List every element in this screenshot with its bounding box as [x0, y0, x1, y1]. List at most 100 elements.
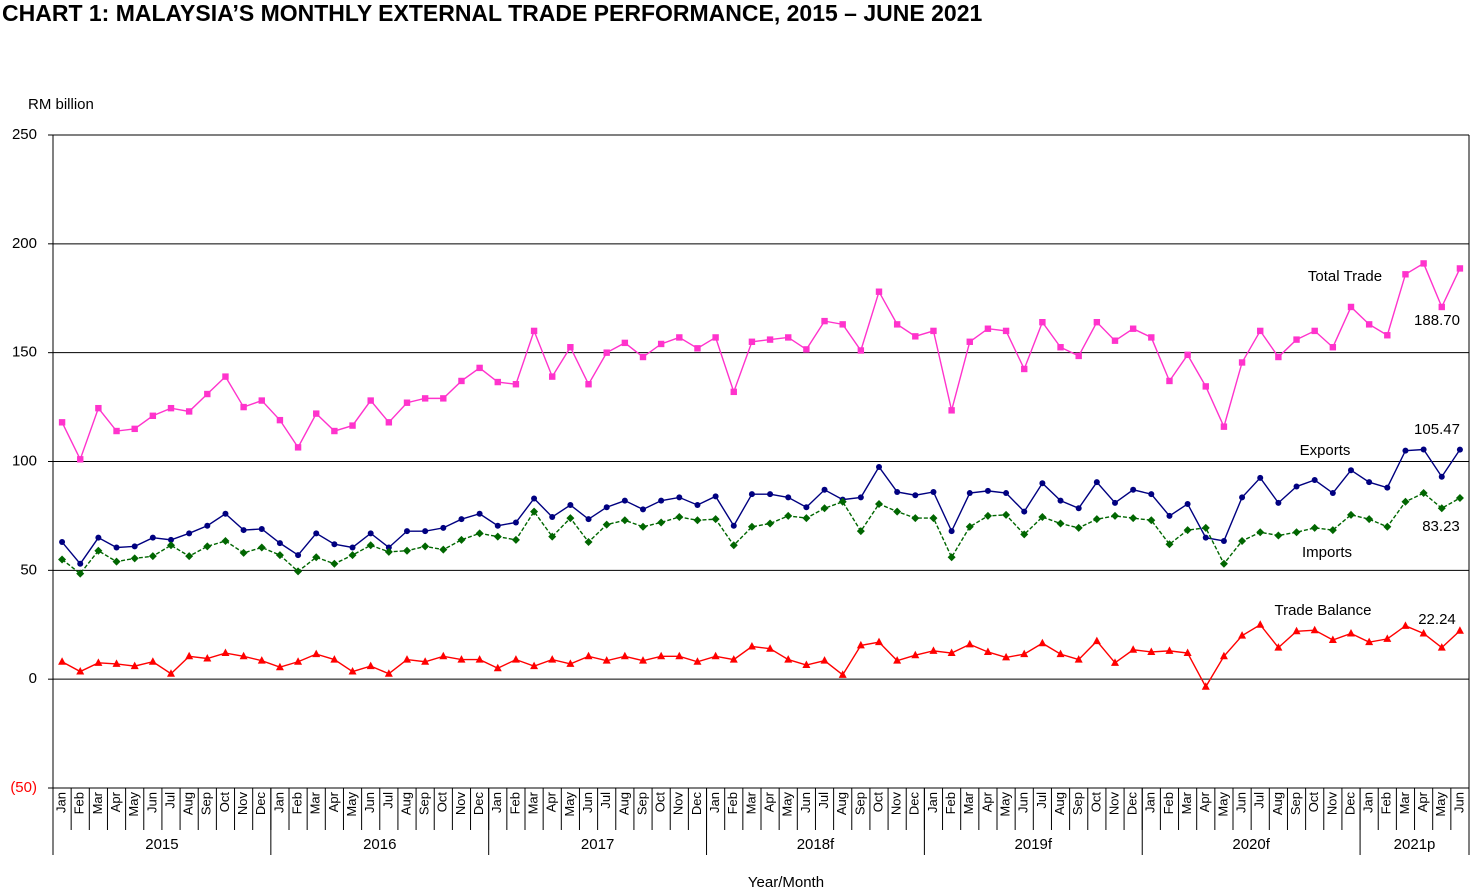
x-tick-label: Dec	[1342, 792, 1357, 816]
marker	[403, 655, 411, 663]
x-tick-label: Feb	[72, 792, 87, 814]
marker	[676, 334, 683, 341]
marker	[657, 651, 666, 660]
marker	[421, 395, 429, 402]
marker	[1365, 637, 1374, 646]
x-tick-label: Sep	[1070, 792, 1085, 815]
marker	[694, 502, 701, 509]
marker	[602, 520, 611, 529]
marker	[58, 555, 67, 564]
marker	[185, 651, 194, 660]
marker	[384, 547, 393, 556]
marker	[1092, 515, 1101, 524]
marker	[1310, 625, 1319, 634]
marker	[349, 544, 356, 551]
x-tick-label: Feb	[507, 792, 522, 814]
marker	[876, 463, 882, 470]
value-label: 105.47	[1414, 421, 1460, 438]
marker	[585, 516, 592, 523]
x-tick-label: Nov	[1106, 792, 1121, 816]
marker	[113, 427, 120, 435]
marker	[639, 656, 647, 664]
marker	[1256, 528, 1265, 537]
marker	[1184, 500, 1191, 507]
marker	[730, 388, 737, 396]
marker	[729, 541, 738, 550]
marker	[875, 288, 883, 295]
marker	[294, 657, 303, 665]
marker	[1075, 505, 1082, 512]
marker	[1020, 649, 1029, 658]
marker	[458, 377, 465, 385]
marker	[640, 506, 646, 513]
x-tick-label: Oct	[435, 792, 450, 813]
marker	[966, 338, 973, 345]
marker	[747, 642, 756, 650]
marker	[1311, 327, 1318, 335]
marker	[1183, 648, 1192, 657]
marker	[585, 381, 592, 388]
marker	[1238, 536, 1247, 545]
x-tick-label: Feb	[1379, 792, 1394, 814]
marker	[403, 546, 411, 555]
x-tick-label: Mar	[961, 791, 976, 814]
x-tick-label: May	[998, 792, 1013, 817]
marker	[1401, 497, 1410, 506]
marker	[1056, 649, 1065, 658]
marker	[203, 653, 212, 662]
marker	[1166, 512, 1173, 519]
marker	[276, 540, 283, 547]
marker	[983, 647, 992, 655]
x-tick-label: Nov	[1324, 792, 1339, 816]
marker	[729, 655, 738, 663]
marker	[947, 553, 956, 562]
marker	[875, 637, 883, 646]
marker	[839, 321, 846, 328]
marker	[1074, 655, 1083, 663]
marker	[893, 507, 902, 516]
marker	[1419, 489, 1428, 498]
marker	[148, 552, 157, 561]
x-tick-label: Jun	[1016, 792, 1031, 813]
series-label: Exports	[1300, 442, 1351, 459]
marker	[112, 659, 121, 667]
x-tick-label: Nov	[671, 792, 686, 816]
x-axis-label: Year/Month	[748, 874, 824, 891]
marker	[947, 648, 956, 657]
marker	[1383, 634, 1392, 642]
marker	[331, 541, 338, 548]
marker	[1275, 499, 1282, 506]
marker	[330, 559, 339, 568]
x-tick-label: Sep	[1288, 792, 1303, 815]
y-tick-label: 0	[29, 670, 37, 687]
x-tick-label: Aug	[181, 792, 196, 815]
x-tick-label: Aug	[1052, 792, 1067, 815]
marker	[1384, 484, 1391, 491]
marker	[330, 655, 339, 663]
marker	[275, 662, 284, 671]
marker	[658, 497, 665, 504]
marker	[1074, 523, 1083, 532]
marker	[167, 541, 175, 550]
x-tick-label: Jan	[925, 792, 940, 813]
marker	[730, 522, 737, 529]
marker	[1347, 510, 1355, 519]
marker	[530, 507, 539, 516]
marker	[948, 528, 955, 535]
x-tick-label: Jan	[707, 792, 722, 813]
marker	[1056, 519, 1065, 528]
marker	[1057, 344, 1064, 351]
marker	[1002, 652, 1011, 661]
marker	[1328, 526, 1337, 535]
marker	[1384, 332, 1391, 339]
marker	[657, 340, 665, 348]
x-tick-label: Mar	[90, 791, 105, 814]
marker	[639, 353, 647, 361]
marker	[856, 527, 865, 536]
marker	[620, 516, 629, 525]
marker	[186, 530, 193, 537]
year-label: 2019f	[1015, 836, 1053, 853]
marker	[1183, 526, 1192, 535]
marker	[1002, 510, 1011, 519]
x-tick-label: May	[344, 792, 359, 817]
